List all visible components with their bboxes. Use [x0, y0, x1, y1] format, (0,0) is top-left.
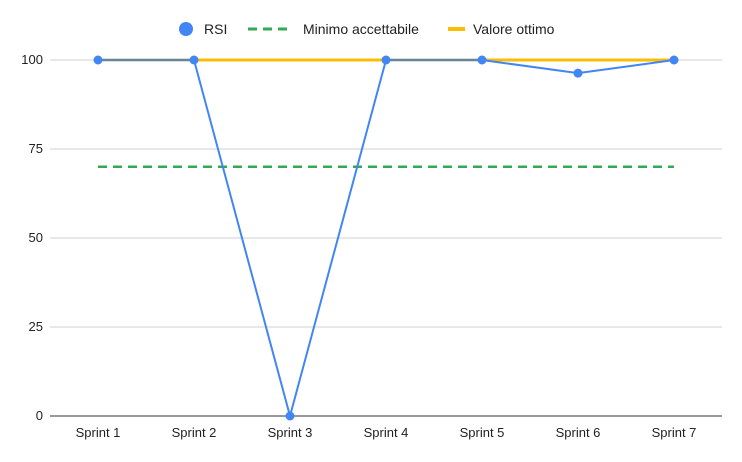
legend-item: RSI	[179, 21, 227, 37]
data-point	[669, 55, 679, 65]
gridlines	[50, 59, 722, 328]
y-tick-label: 25	[29, 319, 43, 334]
data-point	[381, 55, 391, 65]
legend-item: Minimo accettabile	[248, 21, 419, 37]
x-tick-label: Sprint 2	[172, 425, 217, 440]
x-tick-label: Sprint 5	[460, 425, 505, 440]
x-tick-label: Sprint 4	[364, 425, 409, 440]
legend-item: Valore ottimo	[448, 21, 555, 37]
legend-label: Minimo accettabile	[303, 21, 419, 37]
legend-label: Valore ottimo	[473, 21, 555, 37]
y-tick-label: 50	[29, 230, 43, 245]
x-tick-label: Sprint 6	[556, 425, 601, 440]
data-point	[93, 55, 103, 65]
data-point	[477, 55, 487, 65]
x-tick-label: Sprint 7	[652, 425, 697, 440]
x-tick-label: Sprint 1	[76, 425, 121, 440]
data-point	[285, 411, 295, 421]
legend-label: RSI	[204, 21, 227, 37]
axes: 0 25 50 75 100 Sprint 1 Sprint 2 Sprint 3 Sprint…	[21, 52, 722, 440]
data-point	[573, 68, 583, 78]
y-tick-label: 0	[36, 408, 43, 423]
legend-marker	[179, 22, 193, 36]
x-tick-label: Sprint 3	[268, 425, 313, 440]
data-point	[189, 55, 199, 65]
series	[93, 55, 679, 421]
y-tick-label: 100	[21, 52, 43, 67]
legend: RSI Minimo accettabile Valore ottimo	[179, 21, 555, 37]
y-tick-label: 75	[29, 141, 43, 156]
